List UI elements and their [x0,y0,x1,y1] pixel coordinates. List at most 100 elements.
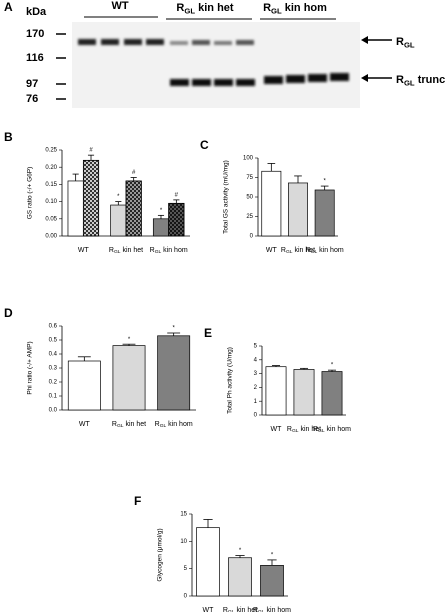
bar [288,182,308,237]
band-label: RGL trunc [396,74,445,87]
y-tick-label: 2 [254,385,258,391]
annotation: * [128,337,131,343]
bar [260,565,284,597]
panel-letter: B [4,130,13,144]
error-bar [157,214,165,219]
bar [228,557,252,597]
bands [78,39,349,86]
y-tick-label: 0.25 [45,148,57,154]
lane-label: WT [111,0,128,12]
annotation: * [323,179,326,185]
y-tick-label: 25 [246,214,253,220]
y-axis-label: Phi ratio (-/+ AMP) [27,341,34,394]
x-tick-label: RGL kin het [223,607,257,612]
x-tick-label: RGL kin het [112,421,146,430]
bar [321,371,343,416]
arrow-head [361,74,368,82]
bar [261,170,282,237]
x-tick-label: WT [78,247,90,254]
y-tick-label: 0 [184,594,188,600]
error-bar [294,175,302,183]
error-bar [173,199,180,204]
arrow-head [361,36,368,44]
y-axis-label: Total Ph activity (U/mg) [227,347,234,414]
bar [110,204,127,237]
y-axis-label: Total GS activity (mU/mg) [223,160,230,234]
y-tick-label: 0.00 [45,234,57,240]
x-tick-label: RGL kin hom [150,247,188,256]
bar [314,189,335,237]
bar-pattern [168,202,185,237]
annotation: # [175,192,179,198]
y-tick-label: 75 [246,175,253,181]
panel-letter: F [134,494,141,508]
x-tick-label: WT [203,607,215,612]
panel-letter: D [4,306,13,320]
error-bar [77,356,91,361]
y-tick-label: 0.4 [49,352,58,358]
bar [67,360,101,411]
bar [157,335,191,411]
x-tick-label: RGL kin het [281,247,315,256]
marker-label: 170 [26,28,44,40]
y-tick-label: 4 [254,357,258,363]
annotation: * [271,552,274,558]
error-bar [115,201,122,206]
marker-label: 76 [26,93,38,105]
blot-membrane [72,22,360,108]
y-axis-label: Glycogen (μmol/g) [157,528,164,581]
y-tick-label: 3 [254,371,258,377]
x-tick-label: RGL kin hom [306,247,344,256]
error-bar [235,555,245,558]
y-tick-label: 15 [180,512,187,518]
y-tick-label: 5 [184,566,188,572]
y-axis-label: GS ratio (-/+ G6P) [27,167,34,220]
annotation: # [89,148,93,154]
x-tick-label: RGL kin het [287,426,321,435]
error-bar [267,559,277,566]
error-bar [167,332,181,336]
x-tick-label: RGL kin hom [155,421,193,430]
y-tick-label: 0.6 [49,324,58,330]
y-tick-label: 0.3 [49,366,58,372]
y-tick-label: 0.15 [45,182,57,188]
error-bar [130,177,137,181]
bar [67,180,84,237]
error-bar [299,367,309,370]
y-tick-label: 0.1 [49,394,58,400]
y-tick-label: 0.5 [49,338,58,344]
error-bar [320,185,329,190]
unit-label: kDa [26,6,47,18]
y-tick-label: 100 [243,156,254,162]
y-tick-label: 1 [254,399,258,405]
bar-pattern [82,159,100,237]
bar [152,218,170,237]
panel-letter: E [204,326,212,340]
error-bar [122,343,136,346]
panel-letter: C [200,138,209,152]
bar [293,369,315,416]
x-tick-label: WT [271,426,283,433]
y-tick-label: 0.10 [45,199,57,205]
y-tick-label: 0.05 [45,216,57,222]
x-tick-label: WT [266,247,278,254]
error-bar [72,173,79,181]
lane-label: RGL kin hom [263,2,327,15]
y-tick-label: 0 [254,413,258,419]
bar [112,345,146,411]
y-tick-label: 10 [180,539,187,545]
y-tick-label: 0.2 [49,380,58,386]
error-bar [203,519,213,528]
x-tick-label: RGL kin het [109,247,143,256]
x-tick-label: RGL kin hom [253,607,291,612]
lane-label: RGL kin het [176,2,233,15]
marker-label: 97 [26,78,38,90]
bar [265,366,287,416]
y-tick-label: 50 [246,195,253,201]
marker-label: 116 [26,52,44,64]
y-tick-label: 0 [250,234,254,240]
y-tick-label: 5 [254,344,258,350]
y-tick-label: 0.0 [49,408,58,414]
panel-letter: A [4,0,13,14]
